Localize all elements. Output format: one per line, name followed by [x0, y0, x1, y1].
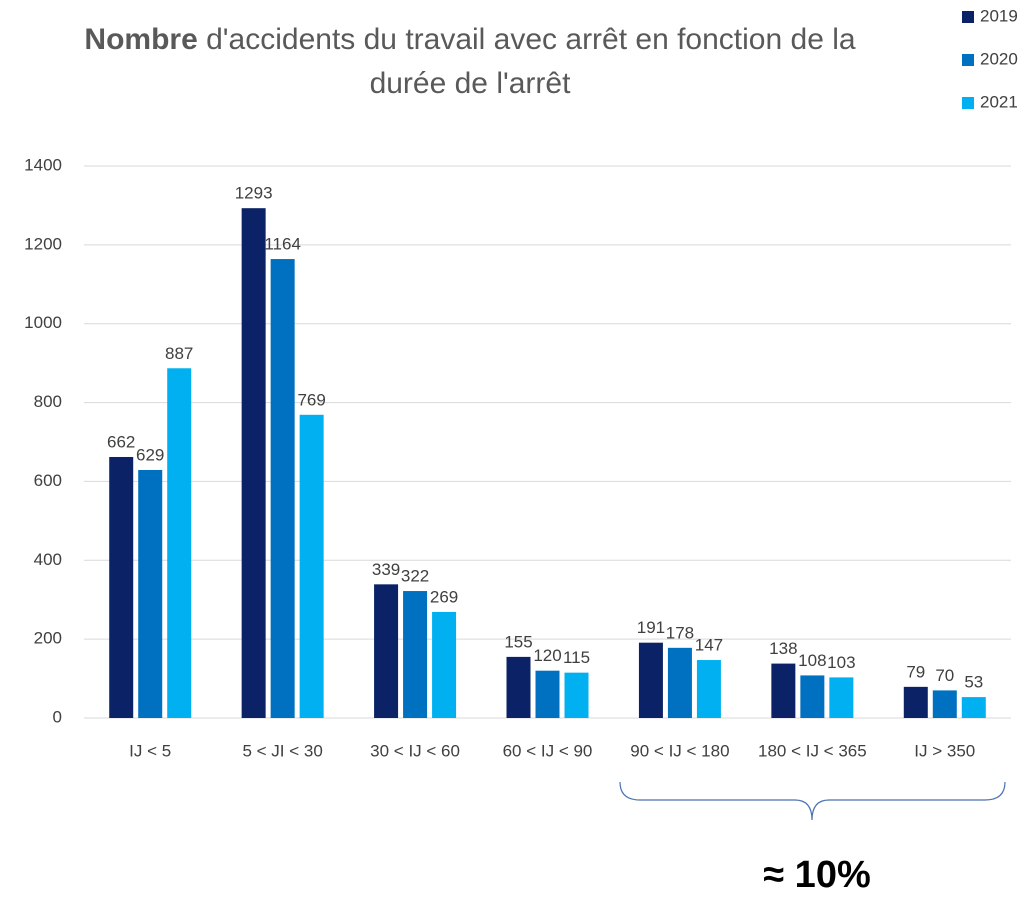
chart-title: Nombre d'accidents du travail avec arrêt…	[60, 18, 880, 106]
y-tick-label: 1000	[24, 313, 62, 332]
data-label: 108	[798, 651, 826, 670]
data-label: 53	[964, 673, 983, 692]
bar	[696, 660, 721, 718]
bar	[270, 259, 295, 718]
x-tick-label: IJ < 5	[129, 741, 171, 760]
y-tick-label: 200	[34, 629, 62, 648]
legend-swatch	[962, 54, 974, 66]
bar	[638, 642, 663, 718]
y-tick-label: 1400	[24, 155, 62, 174]
bar	[961, 697, 986, 718]
x-tick-label: 180 < IJ < 365	[758, 741, 867, 760]
annotation: ≈ 10%	[763, 854, 870, 896]
x-tick-label: 30 < IJ < 60	[370, 741, 460, 760]
bar	[535, 670, 560, 718]
y-tick-label: 600	[34, 471, 62, 490]
bar	[109, 456, 134, 718]
data-label: 769	[297, 390, 325, 409]
x-tick-label: 5 < JI < 30	[242, 741, 322, 760]
brace	[619, 781, 1006, 821]
legend-label: 2020	[980, 49, 1018, 68]
data-label: 1164	[264, 235, 301, 254]
legend-swatch	[962, 11, 974, 23]
bar	[667, 647, 692, 718]
data-label: 178	[666, 623, 694, 642]
legend-label: 2019	[980, 6, 1018, 25]
data-label: 155	[504, 632, 532, 651]
data-label: 887	[165, 344, 193, 363]
y-tick-label: 1200	[24, 234, 62, 253]
data-label: 322	[401, 567, 429, 586]
title-bold: Nombre	[84, 23, 198, 56]
bar	[829, 677, 854, 718]
bar	[506, 656, 531, 718]
data-label: 115	[563, 648, 590, 667]
y-tick-label: 400	[34, 550, 62, 569]
title-rest: d'accidents du travail avec arrêt en fon…	[206, 23, 856, 100]
legend-swatch	[962, 97, 974, 109]
data-label: 269	[430, 587, 458, 606]
data-label: 1293	[235, 184, 273, 203]
bar	[903, 686, 928, 718]
x-tick-label: IJ > 350	[914, 741, 975, 760]
y-tick-label: 0	[53, 707, 62, 726]
data-label: 70	[935, 666, 954, 685]
bar	[374, 584, 399, 718]
legend-label: 2021	[980, 92, 1018, 111]
x-tick-label: 60 < IJ < 90	[503, 741, 593, 760]
bar	[167, 368, 192, 718]
data-label: 147	[695, 636, 723, 655]
bar	[432, 611, 457, 718]
data-label: 662	[107, 432, 135, 451]
bar	[564, 672, 589, 718]
data-label: 79	[906, 662, 925, 681]
x-tick-label: 90 < IJ < 180	[630, 741, 729, 760]
bar	[138, 469, 163, 718]
bar	[932, 690, 957, 718]
data-label: 629	[136, 445, 164, 464]
bar	[299, 414, 324, 718]
data-label: 103	[827, 653, 855, 672]
bar	[403, 591, 428, 718]
data-label: 191	[637, 618, 665, 637]
data-label: 120	[533, 646, 561, 665]
bar	[771, 663, 796, 718]
data-label: 339	[372, 560, 400, 579]
y-tick-label: 800	[34, 392, 62, 411]
data-label: 138	[769, 639, 797, 658]
bar	[241, 208, 266, 718]
bar	[800, 675, 825, 718]
